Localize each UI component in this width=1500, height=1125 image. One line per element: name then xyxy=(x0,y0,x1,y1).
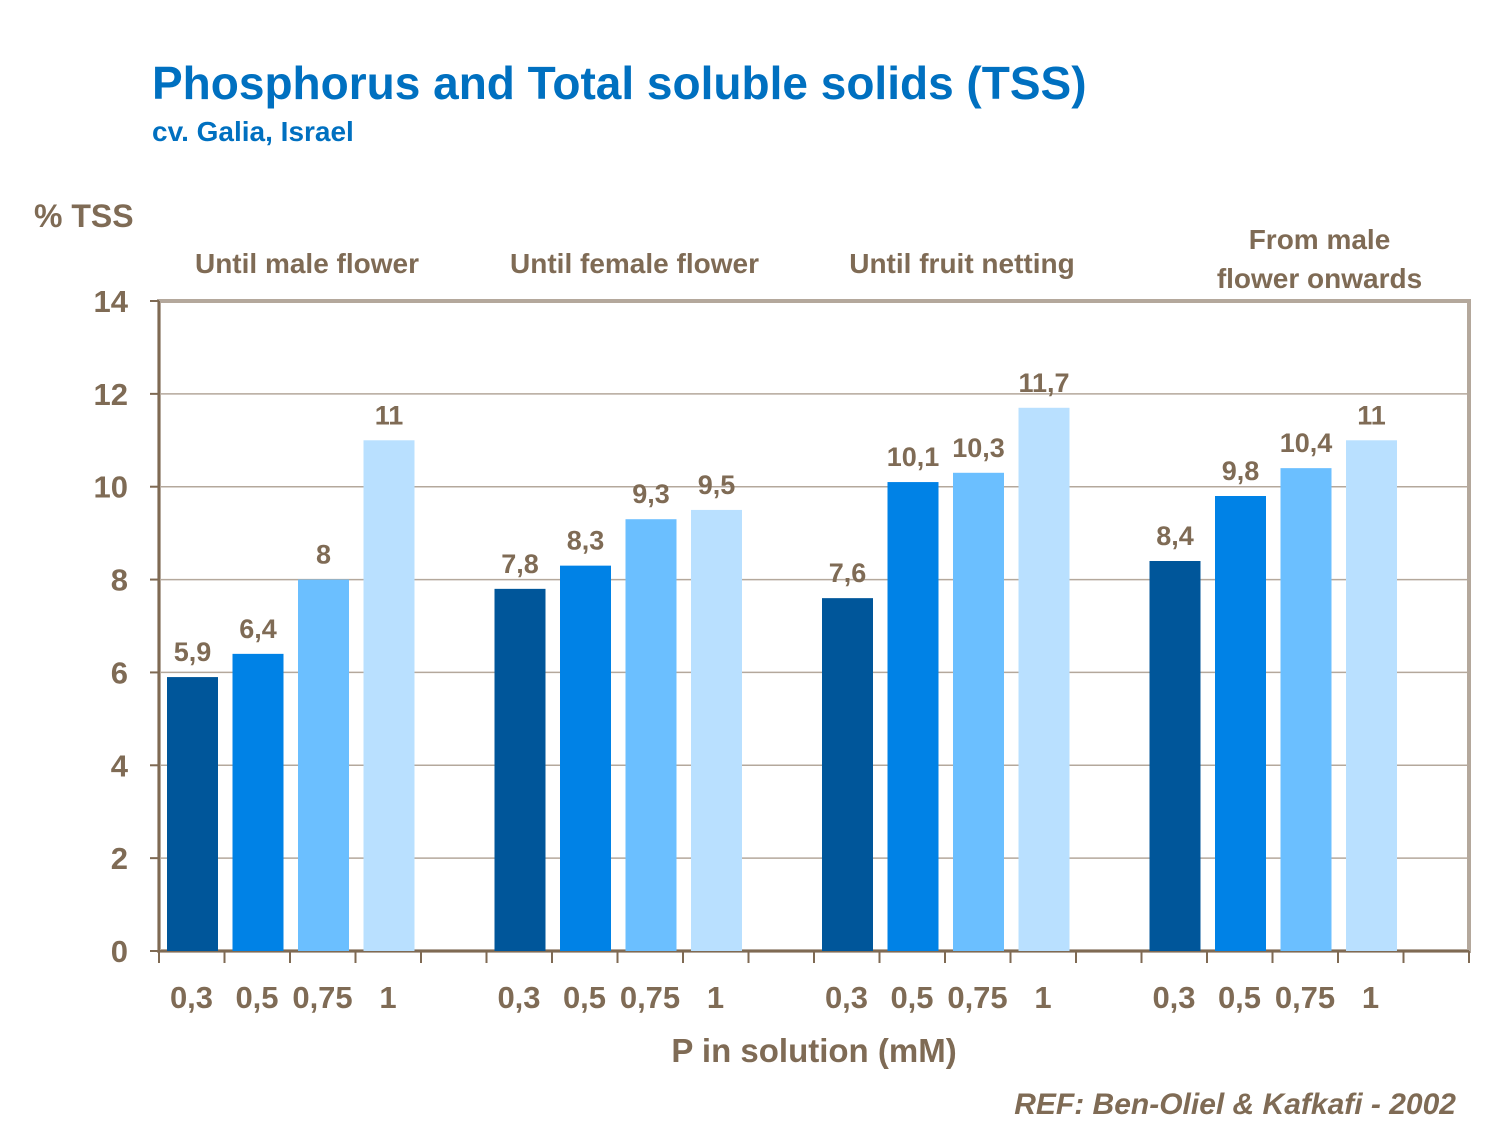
bar xyxy=(167,677,218,951)
data-label: 11,7 xyxy=(1018,368,1069,398)
bar xyxy=(363,440,415,951)
data-label: 11 xyxy=(375,400,404,430)
bar xyxy=(822,598,873,951)
data-label: 8,4 xyxy=(1156,521,1194,551)
y-tick-label: 0 xyxy=(111,934,128,969)
x-tick-label: 0,75 xyxy=(1275,980,1335,1015)
y-tick-label: 2 xyxy=(111,841,128,876)
x-tick-label: 1 xyxy=(1362,980,1379,1015)
x-tick-label: 0,3 xyxy=(170,980,213,1015)
data-label: 8 xyxy=(316,540,331,570)
data-label: 7,8 xyxy=(501,549,539,579)
x-tick-label: 0,5 xyxy=(563,980,606,1015)
data-label: 9,8 xyxy=(1222,456,1260,486)
bar xyxy=(1149,561,1201,951)
y-tick-label: 6 xyxy=(111,655,128,690)
bar xyxy=(691,509,742,951)
x-tick-label: 0,3 xyxy=(825,980,868,1015)
data-label: 9,3 xyxy=(632,479,670,509)
data-label: 9,5 xyxy=(698,470,736,500)
x-tick-label: 0,5 xyxy=(890,980,933,1015)
data-label: 8,3 xyxy=(567,526,605,556)
data-label: 6,4 xyxy=(239,614,277,644)
bar xyxy=(560,565,611,951)
y-tick-label: 4 xyxy=(111,748,129,783)
x-tick-label: 0,5 xyxy=(235,980,278,1015)
chart-subtitle: cv. Galia, Israel xyxy=(152,116,354,147)
plot-frame xyxy=(157,299,1471,953)
data-label: 10,3 xyxy=(952,433,1005,463)
group-label: Until female flower xyxy=(510,248,759,279)
group-label: Until male flower xyxy=(195,248,419,279)
y-axis-label: % TSS xyxy=(34,198,134,234)
x-tick-label: 0,75 xyxy=(947,980,1007,1015)
x-tick-label: 0,3 xyxy=(1152,980,1195,1015)
data-label: 10,4 xyxy=(1280,428,1333,458)
data-label: 11 xyxy=(1357,400,1386,430)
bar xyxy=(1018,407,1070,951)
bar xyxy=(298,579,349,951)
x-axis-label: P in solution (mM) xyxy=(671,1032,956,1069)
y-tick-label: 14 xyxy=(94,284,129,319)
chart-title: Phosphorus and Total soluble solids (TSS… xyxy=(152,57,1087,109)
reference: REF: Ben-Oliel & Kafkafi - 2002 xyxy=(1014,1088,1456,1121)
x-tick-label: 1 xyxy=(1034,980,1051,1015)
x-tick-label: 0,3 xyxy=(497,980,540,1015)
x-tick-label: 0,75 xyxy=(620,980,680,1015)
data-label: 7,6 xyxy=(829,558,867,588)
bar xyxy=(625,519,677,951)
data-label: 5,9 xyxy=(174,637,212,667)
bar xyxy=(887,482,939,951)
x-tick-label: 0,5 xyxy=(1218,980,1261,1015)
group-label: flower onwards xyxy=(1217,263,1422,294)
group-label: From male xyxy=(1249,224,1391,255)
y-tick-label: 10 xyxy=(94,470,128,505)
bar xyxy=(494,588,546,951)
data-label: 10,1 xyxy=(887,442,940,472)
bar xyxy=(1215,496,1266,951)
x-tick-label: 1 xyxy=(379,980,396,1015)
y-tick-label: 12 xyxy=(94,377,128,412)
bar xyxy=(1280,468,1332,951)
y-tick-label: 8 xyxy=(111,563,128,598)
x-tick-label: 1 xyxy=(707,980,724,1015)
bar xyxy=(232,653,284,951)
bar xyxy=(953,472,1004,951)
group-label: Until fruit netting xyxy=(849,248,1075,279)
x-tick-label: 0,75 xyxy=(292,980,352,1015)
bar xyxy=(1346,440,1397,951)
